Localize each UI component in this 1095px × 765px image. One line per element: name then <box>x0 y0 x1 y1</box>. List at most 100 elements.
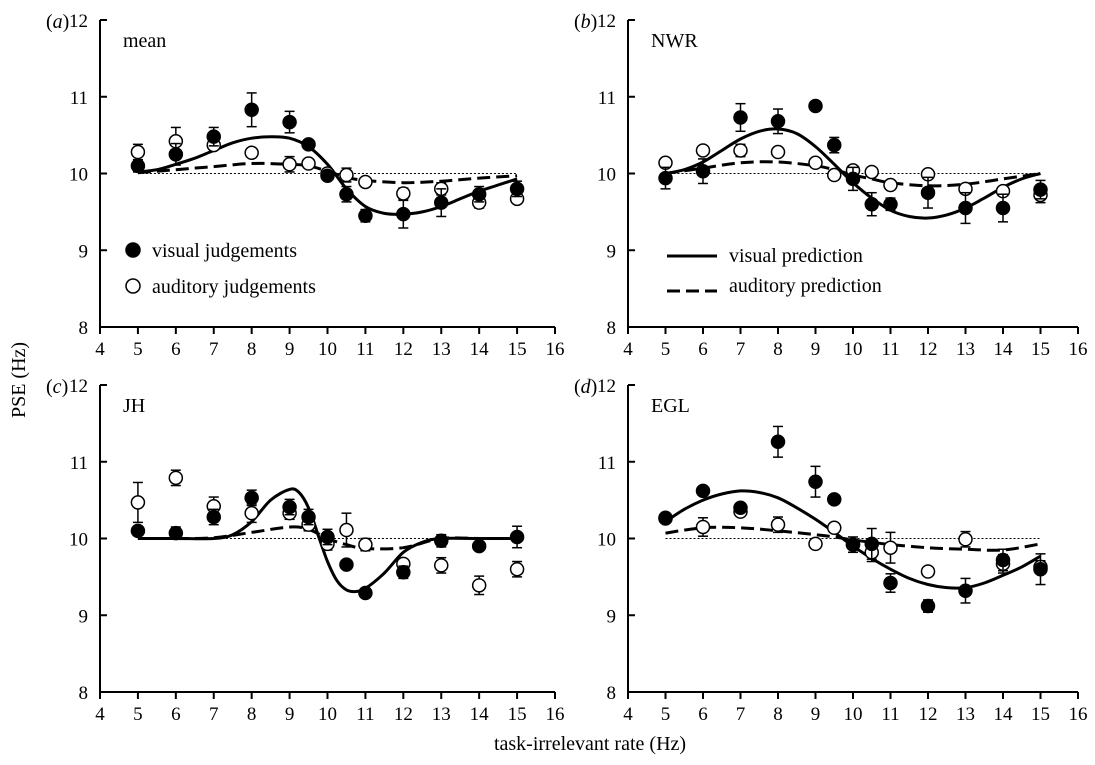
visual-judgement-point <box>168 147 184 162</box>
panel-letter: (b) <box>574 11 597 33</box>
auditory-judgement-point <box>958 532 973 547</box>
legend-visual-prediction-label: visual prediction <box>729 245 863 267</box>
x-tick-label: 13 <box>956 704 975 725</box>
x-tick-label: 14 <box>470 339 490 360</box>
visual-judgement-point <box>244 102 259 118</box>
x-tick-label: 8 <box>773 339 783 360</box>
marker-legend: visual judgements auditory judgements <box>125 240 316 298</box>
x-tick-label: 7 <box>736 704 746 725</box>
x-tick-label: 5 <box>133 704 143 725</box>
visual-judgement-point <box>920 598 936 614</box>
visual-judgement-point <box>845 171 861 187</box>
visual-judgement-point <box>864 196 879 212</box>
visual-judgement-point <box>695 163 711 179</box>
auditory-judgement-point <box>282 157 297 172</box>
x-tick-label: 11 <box>356 704 374 725</box>
y-tick-label: 12 <box>69 11 88 32</box>
auditory-judgement-point <box>808 536 823 552</box>
visual-judgement-point <box>339 186 354 202</box>
auditory-judgement-point <box>808 155 823 171</box>
x-tick-label: 9 <box>811 339 821 360</box>
visual-judgement-point <box>358 585 373 601</box>
legend-auditory-prediction-label: auditory prediction <box>729 275 882 297</box>
x-tick-label: 15 <box>1031 704 1050 725</box>
x-tick-label: 6 <box>171 339 181 360</box>
auditory-judgement-point <box>883 540 898 555</box>
visual-judgement-point <box>509 529 525 545</box>
x-tick-label: 10 <box>318 339 337 360</box>
y-tick-label: 8 <box>79 683 89 704</box>
x-tick-label: 14 <box>470 704 490 725</box>
visual-judgement-point <box>808 98 823 114</box>
y-tick-label: 8 <box>607 318 617 339</box>
panel-letter: (c) <box>46 376 68 398</box>
x-tick-label: 9 <box>811 704 821 725</box>
x-tick-label: 16 <box>546 704 565 725</box>
x-tick-label: 7 <box>209 704 219 725</box>
x-tick-label: 11 <box>881 339 899 360</box>
panel-title: EGL <box>651 395 690 417</box>
x-tick-label: 11 <box>356 339 374 360</box>
y-tick-label: 10 <box>69 530 88 551</box>
y-tick-label: 9 <box>607 241 617 262</box>
x-tick-label: 5 <box>661 339 671 360</box>
y-tick-label: 11 <box>70 88 88 109</box>
visual-judgement-point <box>168 525 184 541</box>
auditory-judgement-point <box>168 470 184 486</box>
visual-judgement-point <box>658 510 673 526</box>
legend-filled-circle-icon <box>125 242 141 258</box>
panel-2: 8 9 10 11 12 4 5 6 7 8 9 10 11 12 13 14 15 16 (b) NWR <box>574 11 1088 360</box>
visual-judgement-point <box>995 552 1011 568</box>
x-tick-label: 4 <box>623 339 633 360</box>
y-tick-label: 11 <box>70 453 88 474</box>
auditory-judgement-point <box>396 186 411 201</box>
visual-judgement-point <box>808 474 823 489</box>
x-tick-label: 10 <box>844 704 863 725</box>
x-tick-label: 6 <box>698 704 708 725</box>
y-tick-label: 10 <box>597 530 616 551</box>
x-axis-title: task-irrelevant rate (Hz) <box>494 733 686 755</box>
auditory-judgement-point <box>864 164 879 180</box>
visual-judgement-point <box>301 509 316 525</box>
auditory-judgement-point <box>695 519 711 535</box>
x-tick-label: 14 <box>994 339 1014 360</box>
auditory-judgement-point <box>244 505 259 521</box>
visual-judgement-point <box>864 536 879 552</box>
visual-judgement-point <box>958 583 973 598</box>
visual-judgement-point <box>282 114 297 130</box>
visual-judgement-point <box>733 110 748 125</box>
visual-judgement-point <box>396 565 411 580</box>
x-tick-label: 12 <box>394 704 413 725</box>
visual-judgement-point <box>282 499 297 515</box>
visual-judgement-point <box>130 158 146 174</box>
visual-prediction-line <box>137 135 518 216</box>
y-tick-label: 10 <box>69 165 88 186</box>
visual-judgement-point <box>958 200 973 216</box>
visual-judgement-point <box>509 181 525 197</box>
visual-judgement-point <box>770 114 786 129</box>
visual-judgement-point <box>827 137 842 153</box>
x-tick-label: 12 <box>394 339 413 360</box>
x-tick-label: 6 <box>171 704 181 725</box>
auditory-judgement-point <box>244 145 259 161</box>
visual-judgement-point <box>320 168 335 184</box>
y-tick-label: 9 <box>79 606 89 627</box>
auditory-judgement-point <box>770 144 786 160</box>
y-tick-label: 9 <box>607 606 617 627</box>
auditory-judgement-point <box>339 167 354 183</box>
panel-title: NWR <box>651 30 698 52</box>
x-tick-label: 13 <box>432 339 451 360</box>
x-tick-label: 7 <box>736 339 746 360</box>
y-tick-label: 8 <box>607 683 617 704</box>
visual-judgement-point <box>1033 561 1048 577</box>
y-tick-label: 10 <box>597 165 616 186</box>
x-tick-label: 4 <box>95 339 105 360</box>
auditory-judgement-point <box>358 174 373 190</box>
x-tick-label: 8 <box>773 704 783 725</box>
auditory-judgement-point <box>509 561 525 577</box>
y-axis-title: PSE (Hz) <box>8 342 30 418</box>
x-tick-label: 13 <box>956 339 975 360</box>
x-tick-label: 16 <box>546 339 565 360</box>
visual-judgement-point <box>206 509 221 525</box>
